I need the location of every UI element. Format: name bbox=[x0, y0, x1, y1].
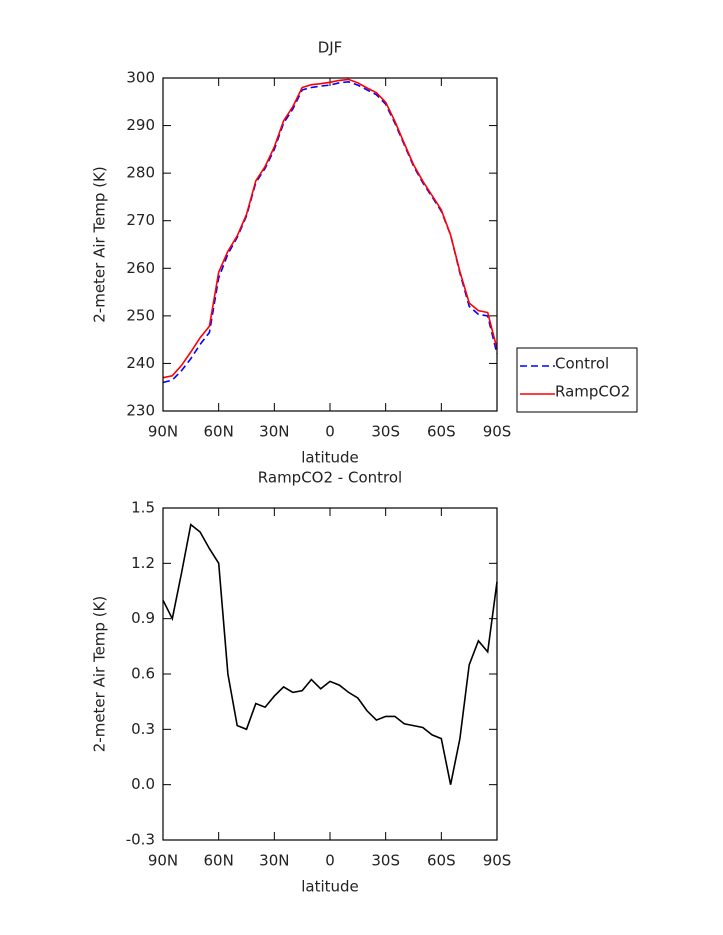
x-tick-label: 60S bbox=[427, 423, 456, 441]
x-tick-label: 0 bbox=[325, 852, 335, 870]
y-tick-label: 300 bbox=[126, 69, 155, 87]
y-tick-label: -0.3 bbox=[126, 831, 155, 849]
legend-box bbox=[516, 347, 638, 413]
x-tick-label: 30N bbox=[259, 423, 289, 441]
y-tick-label: 0.6 bbox=[131, 665, 155, 683]
y-tick-label: 290 bbox=[126, 116, 155, 134]
plot-frame bbox=[162, 507, 498, 841]
y-axis-label: 2-meter Air Temp (K) bbox=[91, 596, 109, 753]
y-tick-label: 240 bbox=[126, 354, 155, 372]
y-tick-label: 1.2 bbox=[131, 554, 155, 572]
x-tick-label: 90N bbox=[148, 852, 178, 870]
data-line bbox=[162, 80, 498, 384]
x-tick-label: 60S bbox=[427, 852, 456, 870]
plot-frame bbox=[162, 77, 498, 412]
legend-label: Control bbox=[555, 355, 609, 373]
y-tick-label: 0.9 bbox=[131, 609, 155, 627]
y-tick-label: 270 bbox=[126, 211, 155, 229]
y-tick-label: 1.5 bbox=[131, 499, 155, 517]
y-tick-label: 280 bbox=[126, 164, 155, 182]
x-tick-label: 90S bbox=[483, 423, 512, 441]
x-tick-label: 60N bbox=[204, 423, 234, 441]
y-tick-label: 230 bbox=[126, 402, 155, 420]
x-tick-label: 30S bbox=[371, 423, 400, 441]
legend-label: RampCO2 bbox=[555, 383, 630, 401]
y-tick-label: 0.3 bbox=[131, 720, 155, 738]
x-tick-label: 60N bbox=[204, 852, 234, 870]
y-axis-label: 2-meter Air Temp (K) bbox=[91, 166, 109, 323]
x-tick-label: 30N bbox=[259, 852, 289, 870]
chart-title: RampCO2 - Control bbox=[258, 469, 402, 487]
x-axis-label: latitude bbox=[301, 878, 359, 896]
x-axis-label: latitude bbox=[301, 449, 359, 467]
data-line bbox=[162, 523, 498, 785]
chart-title: DJF bbox=[318, 39, 343, 57]
y-tick-label: 260 bbox=[126, 259, 155, 277]
x-tick-label: 90S bbox=[483, 852, 512, 870]
y-tick-label: 250 bbox=[126, 306, 155, 324]
x-tick-label: 0 bbox=[325, 423, 335, 441]
data-line bbox=[162, 78, 498, 379]
y-tick-label: 0.0 bbox=[131, 775, 155, 793]
x-tick-label: 30S bbox=[371, 852, 400, 870]
x-tick-label: 90N bbox=[148, 423, 178, 441]
